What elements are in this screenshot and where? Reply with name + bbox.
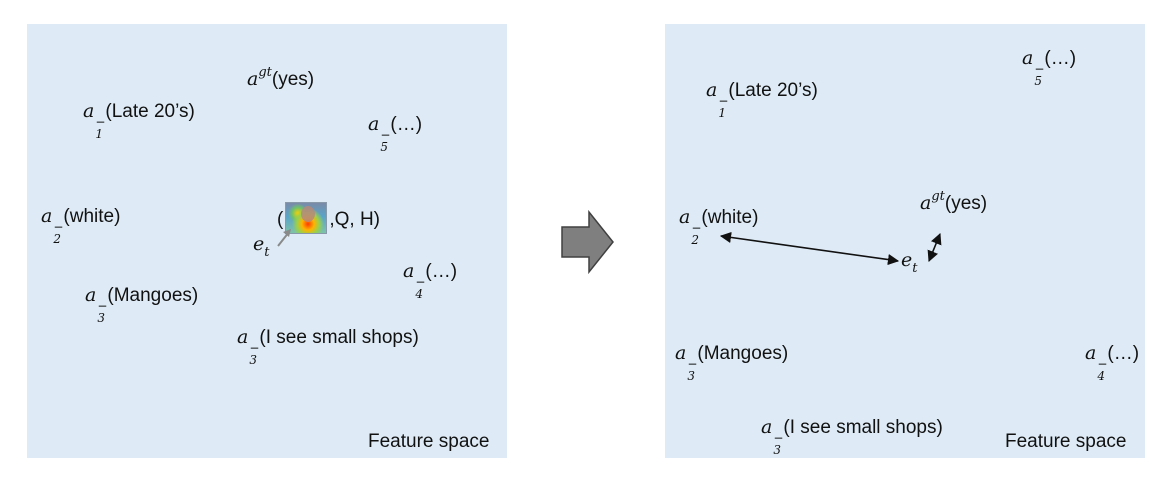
feature-space-caption-right: Feature space — [1005, 431, 1127, 452]
answer-gt-yes-right: agt(yes) — [920, 189, 988, 214]
answer-neg-2-right: a −2 (white) — [679, 206, 759, 247]
answer-neg-1-right: a −1 (Late 20’s) — [706, 79, 818, 120]
answer-neg-5-right: a −5 (…) — [1022, 47, 1077, 88]
attention-thumbnail-image — [285, 202, 328, 234]
answer-neg-4-right: a −4 (…) — [1085, 342, 1140, 383]
push-away-arrow-white — [719, 231, 900, 266]
feature-space-caption-left: Feature space — [368, 431, 490, 452]
feature-space-right: a −5 (…) a −1 (Late 20’s) agt(yes) a −2 (white… — [665, 24, 1145, 458]
feature-space-left: agt(yes) a −1 (Late 20’s) a −5 (…) a −2 (white… — [27, 24, 507, 458]
embedding-pointer-svg — [277, 229, 291, 247]
answer-neg-3-shops-right: a −3 (I see small shops) — [761, 416, 943, 457]
embedding-et-right: et — [901, 249, 918, 276]
answer-neg-3-mangoes-right: a −3 (Mangoes) — [675, 342, 789, 383]
embedding-et-left: et — [253, 233, 270, 260]
embedding-pointer-head — [283, 229, 291, 237]
distance-arrows-svg — [719, 231, 942, 266]
answer-gt-yes-left: agt(yes) — [247, 65, 315, 90]
input-tuple-left: (,Q, H) — [277, 202, 380, 234]
answer-neg-5-left: a −5 (…) — [368, 113, 423, 154]
answer-neg-2-left: a −2 (white) — [41, 205, 121, 246]
pull-close-arrow-yes — [927, 232, 942, 263]
answer-neg-3-shops-left: a −3 (I see small shops) — [237, 326, 419, 367]
answer-neg-1-left: a −1 (Late 20’s) — [83, 100, 195, 141]
transition-arrow — [561, 209, 614, 275]
answer-neg-4-left: a −4 (…) — [403, 260, 458, 301]
answer-neg-3-mangoes-left: a −3 (Mangoes) — [85, 284, 199, 325]
